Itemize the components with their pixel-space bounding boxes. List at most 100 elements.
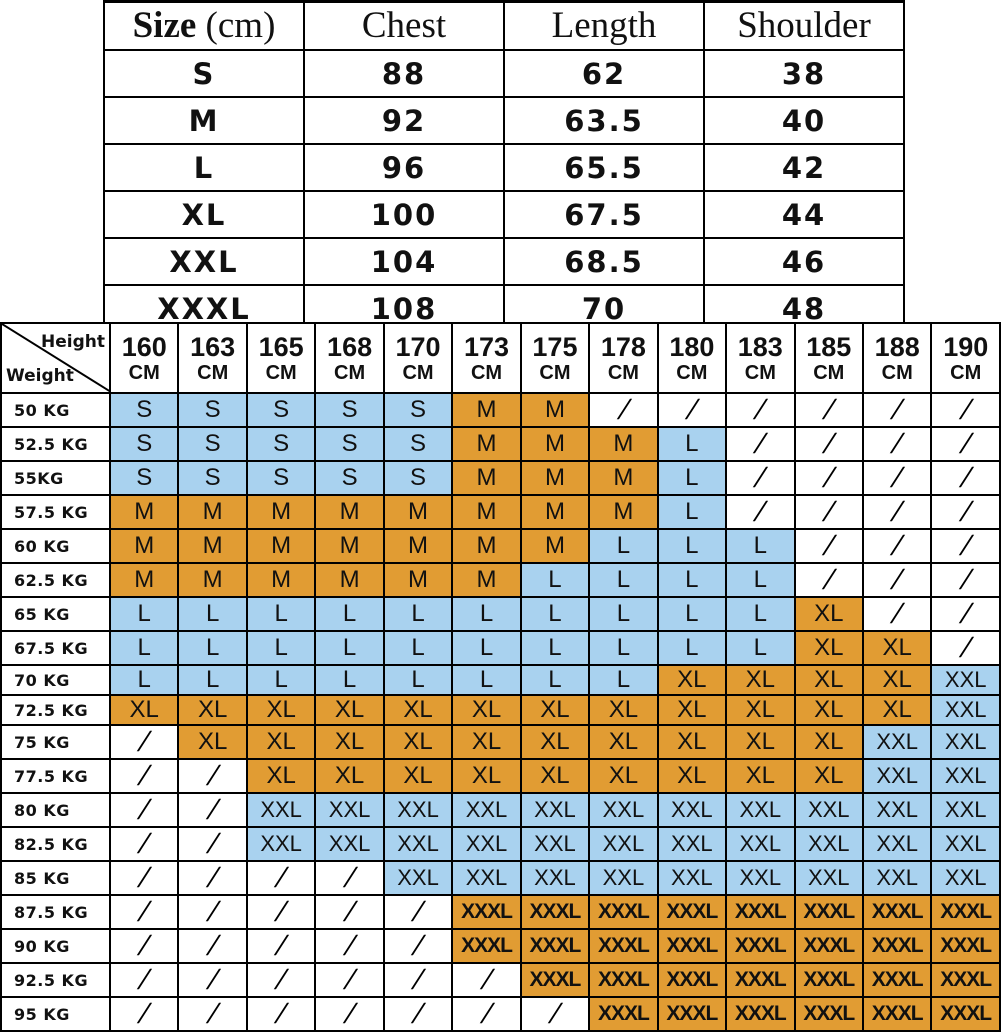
height-header-cell: 160 CM bbox=[108, 322, 180, 394]
no-size-cell: / bbox=[314, 860, 385, 896]
size-recommendation-cell: XXL bbox=[451, 860, 522, 896]
no-size-mark: / bbox=[206, 930, 220, 961]
size-recommendation-cell: S bbox=[314, 460, 385, 496]
no-size-mark: / bbox=[137, 998, 151, 1029]
size-recommendation-cell: M bbox=[108, 494, 180, 530]
size-recommendation-cell: M bbox=[519, 460, 591, 496]
size-recommendation-cell: XL bbox=[314, 758, 385, 794]
size-recommendation-cell: L bbox=[245, 664, 317, 696]
weight-row: 52.5 KG S S S S S M M M L / / / / bbox=[0, 426, 1001, 462]
size-recommendation-cell: XL bbox=[519, 758, 591, 794]
height-unit: CM bbox=[265, 361, 297, 384]
size-recommendation-cell: XXL bbox=[656, 826, 728, 862]
length-column-header: Length bbox=[503, 0, 705, 51]
size-recommendation-cell: XL bbox=[793, 758, 864, 794]
size-recommendation-cell: L bbox=[725, 630, 796, 666]
no-size-mark: / bbox=[753, 394, 768, 425]
size-recommendation-cell: S bbox=[314, 426, 385, 462]
size-recommendation-cell: L bbox=[108, 664, 180, 696]
size-recommendation-cell: XL bbox=[382, 694, 454, 726]
size-recommendation-cell: L bbox=[656, 562, 728, 598]
no-size-mark: / bbox=[890, 530, 904, 561]
size-recommendation-cell: M bbox=[519, 528, 591, 564]
size-recommendation-cell: M bbox=[451, 494, 522, 530]
no-size-mark: / bbox=[343, 998, 357, 1029]
height-header-cell: 183 CM bbox=[725, 322, 796, 394]
size-recommendation-cell: M bbox=[382, 562, 454, 598]
size-recommendation-cell: L bbox=[314, 630, 385, 666]
no-size-cell: / bbox=[108, 894, 180, 930]
size-recommendation-cell: XXXL bbox=[656, 928, 728, 964]
size-recommendation-cell: XXL bbox=[861, 792, 933, 828]
size-recommendation-cell: XL bbox=[245, 694, 317, 726]
size-recommendation-cell: XXXL bbox=[519, 962, 591, 998]
no-size-mark: / bbox=[274, 862, 288, 893]
size-recommendation-cell: M bbox=[519, 426, 591, 462]
size-recommendation-cell: XXL bbox=[382, 860, 454, 896]
no-size-mark: / bbox=[890, 564, 904, 595]
size-table-size-cell: M bbox=[103, 96, 305, 145]
weight-label: 60 KG bbox=[0, 528, 111, 564]
size-recommendation-cell: XXXL bbox=[725, 962, 796, 998]
size-table-length-cell: 63.5 bbox=[503, 96, 705, 145]
no-size-mark: / bbox=[959, 394, 973, 425]
no-size-cell: / bbox=[108, 928, 180, 964]
size-table-chest-cell: 96 bbox=[303, 143, 505, 192]
height-unit: CM bbox=[470, 361, 503, 384]
size-recommendation-cell: XL bbox=[245, 758, 317, 794]
no-size-mark: / bbox=[822, 462, 836, 493]
height-value: 175 bbox=[532, 331, 578, 362]
size-recommendation-cell: XL bbox=[108, 694, 180, 726]
size-recommendation-cell: M bbox=[382, 528, 454, 564]
size-recommendation-cell: XXL bbox=[930, 792, 1001, 828]
no-size-mark: / bbox=[890, 394, 904, 425]
size-recommendation-cell: XXL bbox=[930, 724, 1001, 760]
size-recommendation-cell: L bbox=[108, 596, 180, 632]
size-recommendation-cell: L bbox=[519, 630, 591, 666]
size-recommendation-cell: XXL bbox=[245, 826, 317, 862]
no-size-cell: / bbox=[382, 996, 454, 1032]
no-size-mark: / bbox=[753, 462, 768, 493]
size-recommendation-cell: XL bbox=[656, 694, 728, 726]
size-recommendation-cell: XXL bbox=[382, 826, 454, 862]
weight-row: 92.5 KG / / / / / / XXXL XXXL XXXL XXXL XXXL XXXL XXX… bbox=[0, 962, 1001, 998]
height-header-row: Height Weight 160 CM 163 CM 165 CM 168 CM 170 CM 1… bbox=[0, 322, 1001, 394]
no-size-mark: / bbox=[890, 598, 904, 629]
size-recommendation-cell: L bbox=[656, 426, 728, 462]
height-unit: CM bbox=[881, 361, 913, 384]
size-recommendation-cell: XXL bbox=[725, 860, 796, 896]
size-recommendation-cell: L bbox=[177, 630, 248, 666]
no-size-mark: / bbox=[411, 964, 425, 995]
no-size-cell: / bbox=[519, 996, 591, 1032]
size-recommendation-cell: S bbox=[382, 426, 454, 462]
no-size-mark: / bbox=[343, 930, 357, 961]
size-recommendation-cell: XL bbox=[588, 724, 659, 760]
no-size-cell: / bbox=[930, 494, 1001, 530]
size-table-row: XXL 104 68.5 46 bbox=[103, 237, 905, 286]
no-size-mark: / bbox=[274, 930, 288, 961]
size-recommendation-cell: XXXL bbox=[451, 928, 522, 964]
weight-label: 67.5 KG bbox=[0, 630, 111, 666]
size-recommendation-cell: XXL bbox=[656, 860, 728, 896]
size-recommendation-cell: XXXL bbox=[656, 962, 728, 998]
size-recommendation-cell: XXXL bbox=[793, 894, 864, 930]
shoulder-column-header: Shoulder bbox=[703, 0, 905, 51]
height-unit: CM bbox=[128, 361, 160, 384]
no-size-cell: / bbox=[177, 826, 248, 862]
size-recommendation-cell: XL bbox=[793, 724, 864, 760]
size-recommendation-cell: M bbox=[451, 528, 522, 564]
weight-label: 72.5 KG bbox=[0, 694, 111, 726]
no-size-mark: / bbox=[822, 530, 836, 561]
no-size-mark: / bbox=[959, 462, 973, 493]
size-recommendation-cell: L bbox=[451, 630, 522, 666]
no-size-cell: / bbox=[930, 562, 1001, 598]
size-recommendation-cell: XXL bbox=[656, 792, 728, 828]
weight-label: 65 KG bbox=[0, 596, 111, 632]
size-recommendation-cell: XXL bbox=[519, 826, 591, 862]
weight-label: 77.5 KG bbox=[0, 758, 111, 794]
size-recommendation-cell: XL bbox=[451, 724, 522, 760]
no-size-cell: / bbox=[725, 392, 796, 428]
size-recommendation-cell: XL bbox=[314, 694, 385, 726]
size-recommendation-cell: XXL bbox=[793, 860, 864, 896]
size-recommendation-cell: XL bbox=[588, 758, 659, 794]
